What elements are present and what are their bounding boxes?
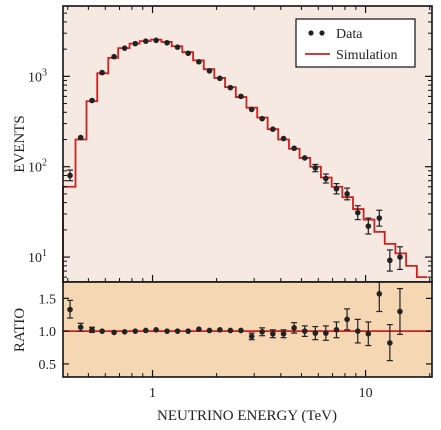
ratio-point	[323, 330, 329, 336]
ratio-point	[280, 330, 287, 337]
data-point	[291, 145, 297, 152]
main-panel: 101 102 103 EVENTS Data Simulation	[12, 5, 433, 283]
ratio-point	[387, 340, 393, 346]
data-point	[323, 175, 329, 182]
legend-simulation-label: Simulation	[336, 48, 397, 63]
ratio-point	[164, 328, 170, 334]
ratio-point	[67, 306, 73, 313]
ratio-point	[397, 308, 403, 315]
ratio-series	[67, 281, 403, 362]
ratio-point	[99, 328, 105, 334]
data-point	[387, 257, 393, 264]
data-point	[206, 68, 213, 74]
data-point	[67, 172, 73, 179]
data-point	[153, 37, 159, 44]
x-tick-label: 10	[359, 386, 373, 401]
data-point	[121, 45, 128, 51]
ratio-point	[259, 328, 265, 335]
ratio-point	[312, 330, 319, 336]
main-y-axis-label: EVENTS	[12, 115, 28, 173]
ratio-point	[132, 328, 139, 334]
ratio-y-axis-label: RATIO	[12, 308, 28, 352]
ratio-point	[217, 327, 223, 333]
data-point	[376, 215, 383, 221]
legend-data-marker-1	[308, 30, 314, 36]
ratio-plot-area	[63, 282, 432, 377]
legend-data-marker-2	[319, 30, 325, 36]
data-point	[397, 254, 403, 260]
ratio-point	[227, 327, 234, 334]
ratio-point	[196, 326, 202, 332]
ratio-point	[206, 327, 213, 334]
ratio-panel: 0.5 1.0 1.5 1 10 RATIO NEUTRINO ENERGY (TeV…	[12, 6, 433, 424]
ratio-point	[89, 327, 95, 333]
data-point	[185, 50, 191, 57]
ratio-plot-frame	[62, 281, 433, 378]
data-point	[89, 97, 95, 104]
data-point	[312, 165, 319, 171]
data-point	[132, 40, 139, 47]
ratio-point	[111, 329, 117, 336]
data-point	[354, 209, 361, 216]
legend-data-label: Data	[336, 27, 363, 42]
x-ticks: 1 10	[67, 6, 431, 401]
ratio-point	[376, 290, 383, 297]
ratio-y-tick-label: 1.5	[39, 292, 57, 307]
data-point	[248, 106, 255, 113]
data-point	[143, 38, 149, 44]
data-point	[238, 93, 244, 100]
legend: Data Simulation	[295, 18, 416, 68]
data-point	[259, 115, 265, 122]
data-point	[280, 135, 287, 142]
data-point	[217, 75, 223, 82]
data-point	[77, 134, 84, 141]
ratio-y-ticks: 0.5 1.0 1.5	[39, 292, 432, 373]
data-point	[365, 223, 372, 229]
ratio-point	[143, 327, 149, 334]
data-point	[270, 126, 276, 132]
main-y-tick-label: 101	[28, 248, 47, 266]
ratio-point	[238, 327, 244, 334]
ratio-point	[121, 328, 128, 335]
ratio-y-tick-label: 0.5	[39, 358, 57, 373]
ratio-point	[344, 316, 350, 323]
data-point	[301, 155, 308, 161]
main-y-tick-label: 102	[28, 158, 47, 176]
ratio-point	[270, 330, 276, 337]
ratio-point	[185, 328, 191, 334]
ratio-point	[354, 328, 361, 334]
legend-box	[295, 18, 416, 68]
ratio-y-tick-label: 1.0	[39, 325, 57, 340]
ratio-point	[248, 333, 255, 340]
ratio-point	[174, 328, 181, 334]
data-point	[333, 185, 340, 192]
ratio-point	[77, 324, 84, 331]
main-y-ticks: 101 102 103	[28, 5, 432, 278]
ratio-point	[153, 327, 159, 333]
ratio-point	[365, 330, 372, 337]
data-point	[196, 58, 202, 65]
ratio-point	[301, 328, 308, 334]
x-axis-label: NEUTRINO ENERGY (TeV)	[157, 408, 337, 424]
data-point	[344, 191, 350, 197]
main-y-tick-label: 103	[28, 67, 47, 85]
data-point	[227, 84, 234, 91]
data-point	[164, 39, 170, 46]
ratio-point	[291, 325, 297, 331]
data-point	[111, 53, 117, 60]
data-series	[67, 37, 403, 272]
x-tick-label: 1	[149, 386, 156, 401]
data-point	[174, 44, 181, 51]
data-point	[99, 69, 105, 76]
ratio-point	[333, 327, 340, 333]
